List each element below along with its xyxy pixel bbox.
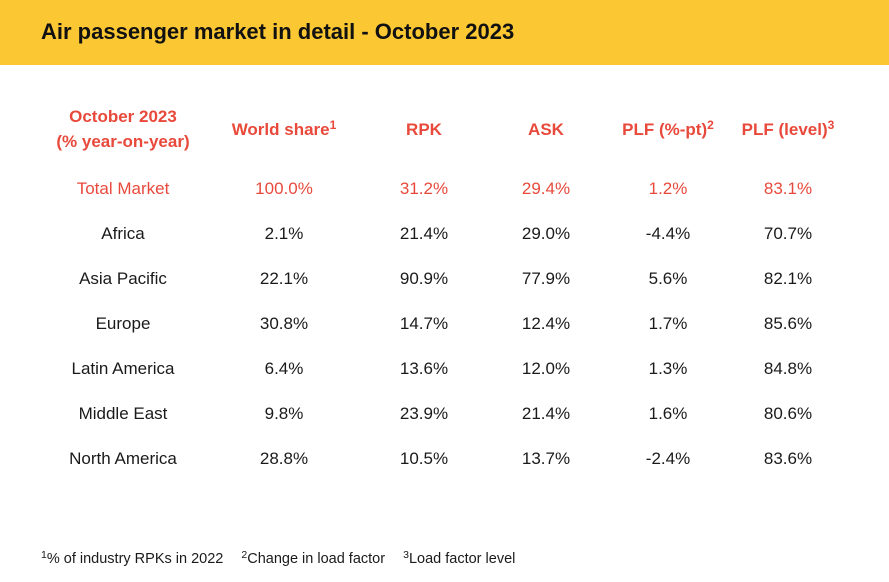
column-header-region-line2: (% year-on-year) [56, 132, 190, 151]
column-header-region-line1: October 2023 [69, 107, 177, 126]
footnote-marker: 1 [329, 118, 337, 132]
footnote-3: 3Load factor level [403, 549, 516, 567]
plf-level-value: 83.1% [763, 179, 813, 198]
footnote-text: % of industry RPKs in 2022 [46, 551, 224, 567]
footnotes: 1% of industry RPKs in 2022 2Change in l… [41, 549, 529, 567]
plf-pt-value: 5.6% [648, 269, 688, 288]
ask-value: 12.0% [521, 359, 571, 378]
rpk-value: 13.6% [399, 359, 449, 378]
column-header-region: October 2023 (% year-on-year) [33, 104, 213, 154]
plf-pt-value: 1.6% [648, 404, 688, 423]
plf-level-value: 70.7% [763, 224, 813, 243]
world-share-value: 6.4% [264, 359, 304, 378]
world-share-value: 30.8% [259, 314, 309, 333]
footnote-marker: 3 [403, 549, 409, 561]
column-header-plf-level: PLF (level)3 [718, 118, 858, 140]
footnote-text: Change in load factor [247, 551, 386, 567]
rpk-value: 31.2% [399, 179, 449, 198]
ask-value: 29.0% [521, 224, 571, 243]
plf-level-value: 80.6% [763, 404, 813, 423]
rpk-value: 10.5% [399, 449, 449, 468]
row-label: Total Market [76, 179, 170, 198]
footnote-marker: 1 [41, 549, 47, 561]
row-label: Latin America [71, 359, 175, 378]
row-label: Africa [101, 224, 145, 243]
column-header-ask: ASK [486, 120, 606, 140]
plf-pt-value: -4.4% [645, 224, 691, 243]
plf-level-value: 82.1% [763, 269, 813, 288]
plf-pt-value: 1.3% [648, 359, 688, 378]
column-header-label: World share [231, 120, 330, 139]
world-share-value: 9.8% [264, 404, 304, 423]
plf-level-value: 84.8% [763, 359, 813, 378]
rpk-value: 23.9% [399, 404, 449, 423]
footnote-marker: 3 [827, 118, 835, 132]
ask-value: 12.4% [521, 314, 571, 333]
plf-pt-value: 1.7% [648, 314, 688, 333]
title-bar: Air passenger market in detail - October… [0, 0, 889, 65]
ask-value: 21.4% [521, 404, 571, 423]
footnote-1: 1% of industry RPKs in 2022 [41, 549, 224, 567]
footnote-marker: 2 [241, 549, 248, 561]
world-share-value: 2.1% [264, 224, 304, 243]
column-header-label: ASK [528, 120, 564, 139]
footnote-2: 2Change in load factor [241, 549, 386, 567]
ask-value: 13.7% [521, 449, 571, 468]
column-header-label: PLF (%-pt) [622, 120, 708, 139]
rpk-value: 90.9% [399, 269, 449, 288]
row-label: Asia Pacific [79, 269, 167, 288]
world-share-value: 100.0% [255, 179, 313, 198]
plf-level-value: 85.6% [763, 314, 813, 333]
column-header-rpk: RPK [364, 120, 484, 140]
footnote-marker: 2 [707, 118, 714, 132]
footnote-text: Load factor level [408, 551, 516, 567]
rpk-value: 21.4% [399, 224, 449, 243]
row-label: Middle East [78, 404, 168, 423]
row-label: North America [69, 449, 177, 468]
ask-value: 29.4% [521, 179, 571, 198]
world-share-value: 28.8% [259, 449, 309, 468]
column-header-plf-pt: PLF (%-pt)2 [598, 118, 738, 140]
column-header-world-share: World share1 [209, 118, 359, 140]
column-header-label: RPK [406, 120, 442, 139]
rpk-value: 14.7% [399, 314, 449, 333]
plf-pt-value: -2.4% [645, 449, 691, 468]
plf-level-value: 83.6% [763, 449, 813, 468]
plf-pt-value: 1.2% [648, 179, 688, 198]
ask-value: 77.9% [521, 269, 571, 288]
world-share-value: 22.1% [259, 269, 309, 288]
column-header-label: PLF (level) [741, 120, 828, 139]
row-label: Europe [95, 314, 151, 333]
page-title: Air passenger market in detail - October… [41, 19, 515, 44]
